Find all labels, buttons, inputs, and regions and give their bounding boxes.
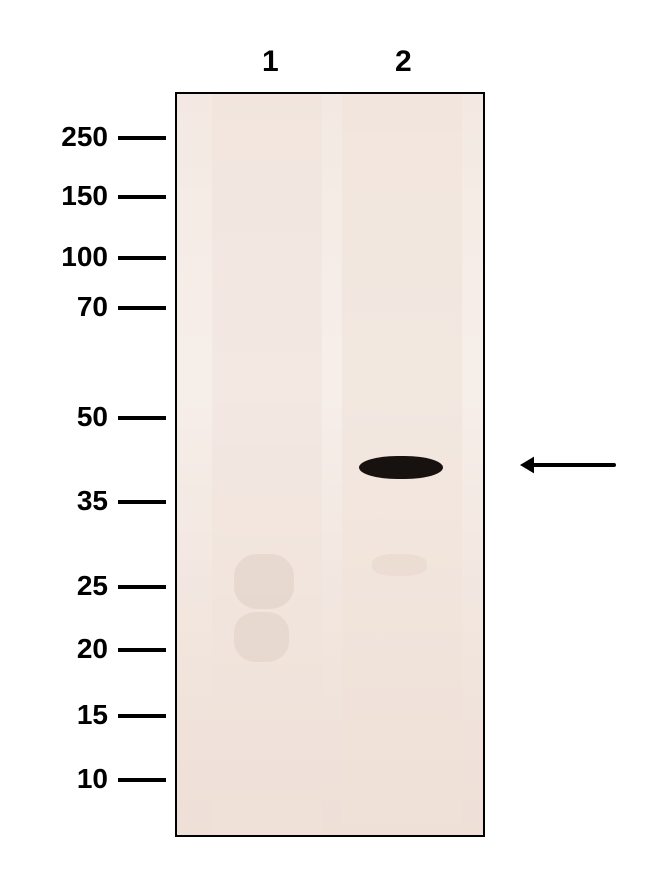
mw-marker-tick (118, 195, 166, 199)
band-indicator-arrow (520, 450, 620, 485)
mw-marker-tick (118, 500, 166, 504)
faint-smear (234, 554, 294, 609)
mw-marker-tick (118, 585, 166, 589)
mw-marker-label: 25 (77, 570, 108, 602)
mw-marker-tick (118, 648, 166, 652)
mw-marker-label: 70 (77, 291, 108, 323)
faint-smear (234, 612, 289, 662)
mw-marker-tick (118, 714, 166, 718)
mw-marker-label: 15 (77, 699, 108, 731)
mw-marker-tick (118, 256, 166, 260)
mw-marker-label: 35 (77, 485, 108, 517)
mw-marker-tick (118, 416, 166, 420)
lane-label-1: 1 (262, 45, 279, 79)
mw-marker-label: 10 (77, 763, 108, 795)
lane-label-2: 2 (395, 45, 412, 79)
mw-marker-label: 250 (61, 121, 108, 153)
protein-band (359, 456, 443, 479)
mw-marker-tick (118, 306, 166, 310)
mw-marker-tick (118, 778, 166, 782)
mw-marker-label: 150 (61, 180, 108, 212)
mw-marker-label: 50 (77, 401, 108, 433)
mw-marker-label: 100 (61, 241, 108, 273)
mw-marker-tick (118, 136, 166, 140)
mw-marker-label: 20 (77, 633, 108, 665)
lane-shading (212, 94, 322, 835)
faint-smear (372, 554, 427, 576)
blot-membrane (175, 92, 485, 837)
